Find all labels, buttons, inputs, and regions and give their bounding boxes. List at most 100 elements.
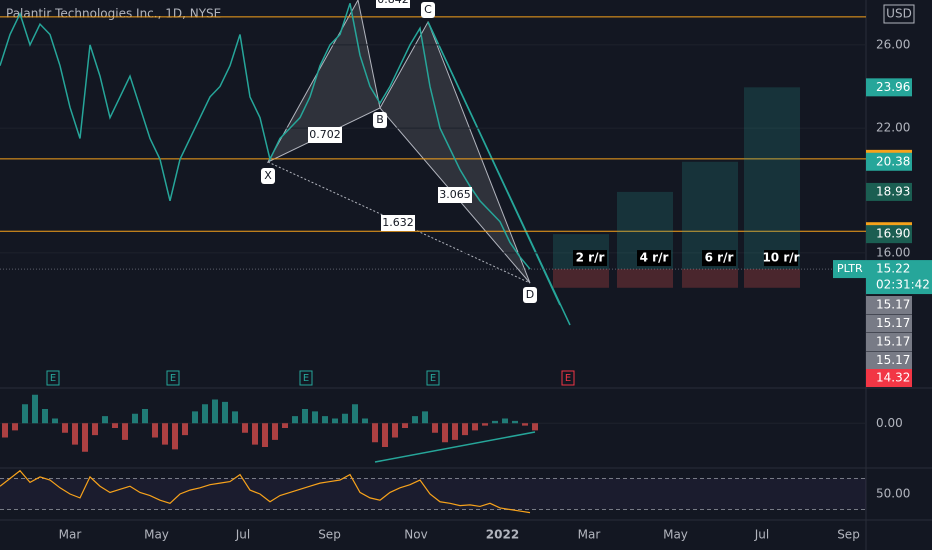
rsi-tick-label: 50.00 xyxy=(876,487,910,501)
x-tick-label: Sep xyxy=(318,528,341,542)
macd-bar xyxy=(62,423,68,433)
stop-box xyxy=(553,269,609,288)
ratio-bg xyxy=(381,215,415,231)
point-label: C xyxy=(424,3,432,16)
macd-bar xyxy=(242,423,248,433)
macd-bar xyxy=(72,423,78,445)
target-label: 20.38 xyxy=(876,154,910,168)
earnings-marker: E xyxy=(303,373,309,384)
point-label: B xyxy=(376,113,384,126)
symbol-tag-text: PLTR xyxy=(837,262,863,275)
macd-bar xyxy=(172,423,178,450)
x-tick-label: Jul xyxy=(754,528,769,542)
rr-label: 10 r/r xyxy=(762,251,799,265)
macd-bar xyxy=(22,404,28,424)
symbol-tag xyxy=(833,260,866,279)
stack-label: 15.17 xyxy=(876,316,910,330)
x-tick-label: Mar xyxy=(59,528,82,542)
stack-label-bg xyxy=(866,333,912,351)
earnings-marker: E xyxy=(170,373,176,384)
macd-bar xyxy=(2,423,8,438)
ratio-bg xyxy=(376,0,410,8)
ratio-label: 1.632 xyxy=(382,216,414,229)
macd-bar xyxy=(322,416,328,424)
stop-box xyxy=(682,269,738,288)
macd-bar xyxy=(442,423,448,443)
currency: USD xyxy=(886,7,912,21)
x-tick-label: Sep xyxy=(837,528,860,542)
ratio-bg xyxy=(438,187,472,203)
macd-bar xyxy=(152,423,158,438)
ratio-label: 0.842 xyxy=(377,0,409,6)
rsi-line xyxy=(0,469,531,514)
macd-bar xyxy=(492,420,498,424)
macd-bar xyxy=(202,404,208,424)
x-tick-label: Mar xyxy=(578,528,601,542)
point-label-bg xyxy=(421,2,435,18)
macd-bar xyxy=(252,423,258,445)
macd-bar xyxy=(502,418,508,424)
macd-bar xyxy=(352,404,358,424)
macd-bar xyxy=(132,413,138,424)
rr-label: 6 r/r xyxy=(705,251,734,265)
x-tick-label: 2022 xyxy=(486,528,519,542)
earnings-marker: E xyxy=(50,373,56,384)
x-tick-label: Jul xyxy=(235,528,250,542)
macd-bar xyxy=(362,418,368,424)
macd-bar xyxy=(432,423,438,433)
earnings-bg xyxy=(46,370,60,386)
macd-bar xyxy=(412,416,418,424)
point-label: D xyxy=(526,288,534,301)
earnings-bg xyxy=(426,370,440,386)
target-label-bg xyxy=(866,78,912,97)
macd-bar xyxy=(512,420,518,424)
earnings-marker: E xyxy=(430,373,436,384)
stack-label: 15.17 xyxy=(876,298,910,312)
rr-label: 2 r/r xyxy=(576,251,605,265)
ratio-label: 3.065 xyxy=(439,188,471,201)
y-tick-label: 26.00 xyxy=(876,37,910,51)
macd-bar xyxy=(222,401,228,424)
earnings-bg xyxy=(166,370,180,386)
price-line xyxy=(0,3,531,270)
macd-bar xyxy=(402,423,408,428)
macd-bar xyxy=(182,423,188,436)
ratio-label: 0.702 xyxy=(309,128,341,141)
macd-bar xyxy=(82,423,88,452)
macd-bar xyxy=(342,413,348,424)
macd-tick-label: 0.00 xyxy=(876,416,903,430)
point-label-bg xyxy=(373,112,387,128)
currency-bg xyxy=(883,4,915,24)
macd-bar xyxy=(452,423,458,440)
rr-label-bg xyxy=(573,250,607,267)
macd-bar xyxy=(372,423,378,443)
macd-bar xyxy=(192,411,198,424)
rsi-band-fill xyxy=(0,478,866,510)
macd-bar xyxy=(522,423,528,426)
target-label: 16.90 xyxy=(876,227,910,241)
macd-bar xyxy=(42,409,48,424)
target-label: 23.96 xyxy=(876,80,910,94)
point-label: X xyxy=(264,169,272,182)
macd-bar xyxy=(382,423,388,447)
macd-bar xyxy=(482,423,488,426)
stack-label-bg xyxy=(866,296,912,314)
y-tick-label: 22.00 xyxy=(876,121,910,135)
price-label-bg xyxy=(866,260,932,295)
point-label-bg xyxy=(261,168,275,184)
macd-bar xyxy=(312,411,318,424)
macd-bar xyxy=(162,423,168,445)
stop-box xyxy=(744,269,800,288)
macd-bar xyxy=(302,409,308,424)
x-tick-label: May xyxy=(144,528,169,542)
earnings-marker: E xyxy=(565,373,571,384)
stop-box xyxy=(617,269,673,288)
macd-bar xyxy=(92,423,98,436)
stack-label-bg xyxy=(866,314,912,333)
macd-bar xyxy=(272,423,278,440)
x-tick-label: May xyxy=(663,528,688,542)
macd-bar xyxy=(262,423,268,447)
stack-label-bg xyxy=(866,351,912,370)
macd-bar xyxy=(102,416,108,424)
